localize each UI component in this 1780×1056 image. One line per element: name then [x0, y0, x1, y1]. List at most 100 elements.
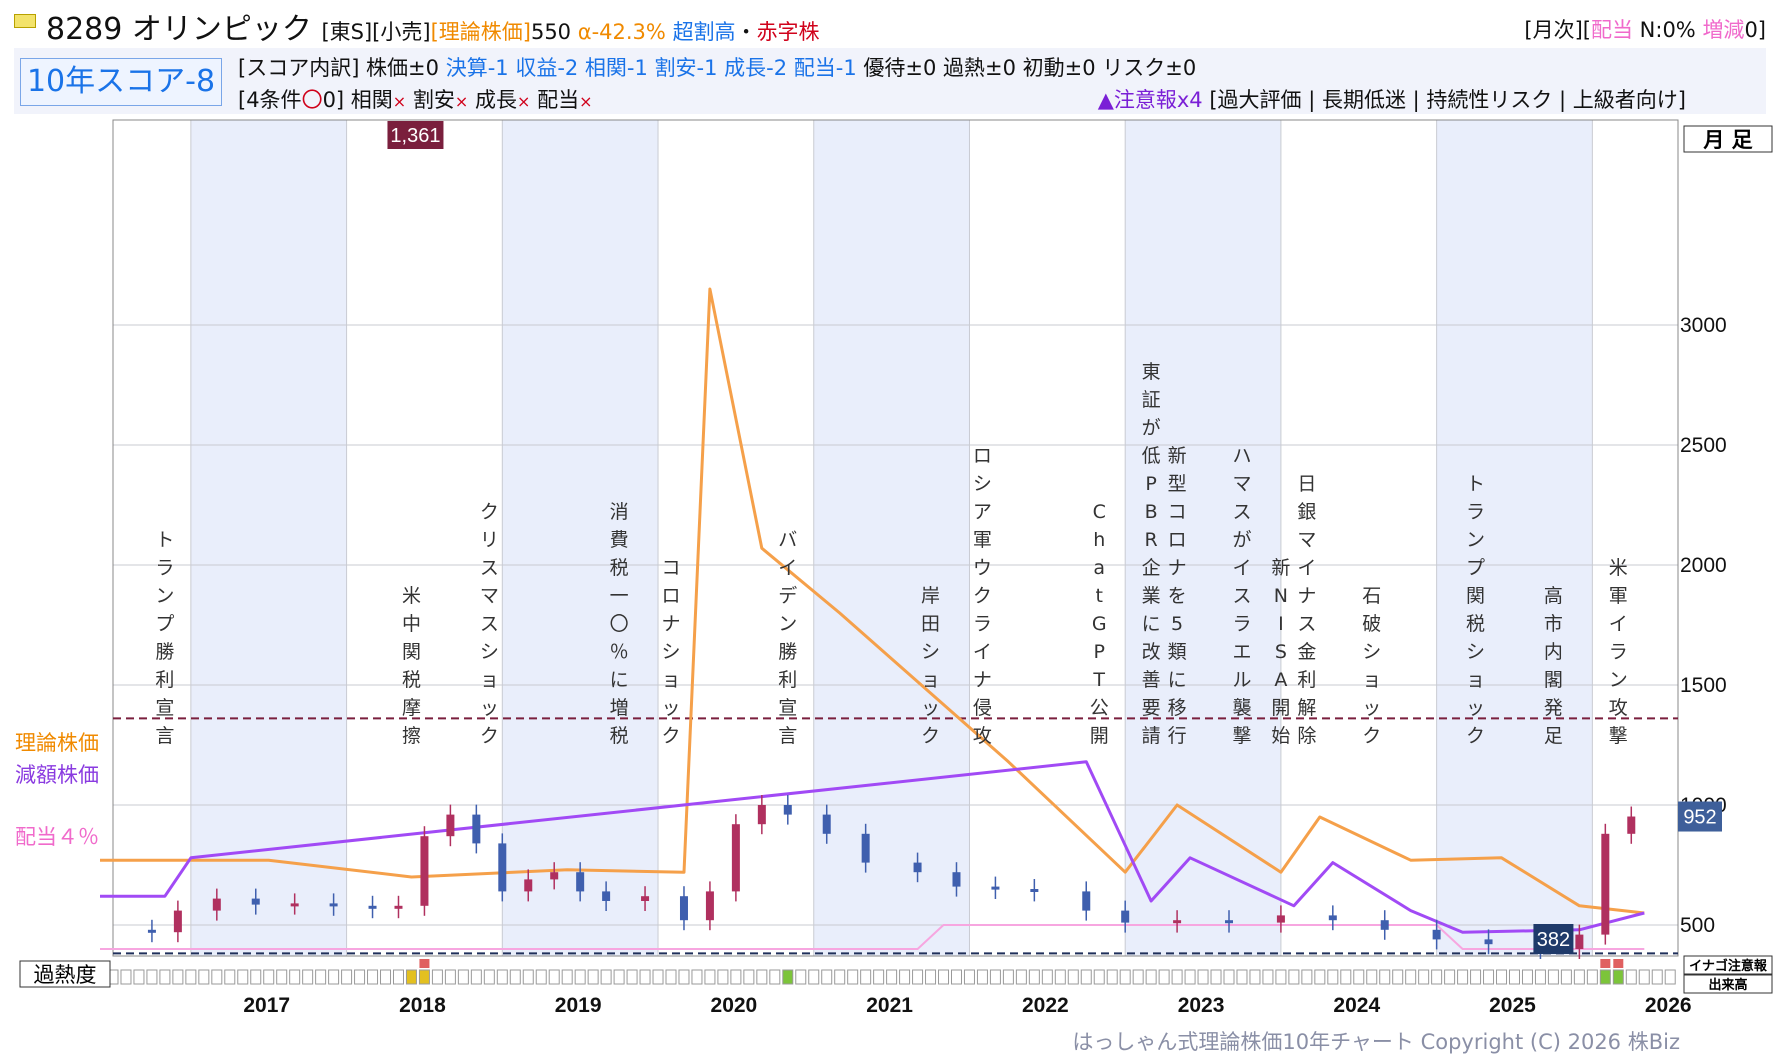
- overheat-cell: [418, 969, 430, 985]
- overheat-cell: [1508, 969, 1520, 985]
- condition-dividend: 配当: [537, 88, 580, 112]
- overheat-cell: [367, 969, 379, 985]
- year-band: [1125, 120, 1281, 956]
- cross-mark: ×: [454, 92, 469, 111]
- conditions-prefix: [4条件: [238, 88, 302, 112]
- overheat-cell: [444, 969, 456, 985]
- x-tick-label: 2018: [399, 994, 446, 1017]
- year-bands: [190, 120, 1593, 956]
- stock-name: オリンピック: [131, 12, 312, 47]
- y-tick-label: 500: [1680, 914, 1715, 937]
- volume-box: [1683, 974, 1773, 994]
- value-badges: 1,361 382 952: [387, 121, 1722, 954]
- overheat-cell: [1054, 969, 1066, 985]
- overheat-cell: [1379, 969, 1391, 985]
- year-band: [813, 120, 970, 956]
- overheat-cell: [224, 969, 236, 985]
- inago-cell: [419, 959, 430, 968]
- x-tick-label: 2019: [555, 994, 602, 1017]
- year-band: [1436, 120, 1593, 956]
- overheat-cell: [1560, 969, 1572, 985]
- inago-box: [1683, 955, 1773, 975]
- event-label: 日銀マイナス金利解除: [1297, 473, 1316, 747]
- event-label: 消費税一〇％に増税: [610, 501, 629, 747]
- overheat-cell: [172, 969, 184, 985]
- overheat-cell: [730, 969, 742, 985]
- breakdown-item: 優待±0 過熱±0 初動±0 リスク±0: [863, 56, 1197, 80]
- overheat-box: [19, 960, 111, 988]
- stock-title-row: 8289 オリンピック [東S][小売][理論株価]550 α-42.3% 超割…: [46, 4, 820, 48]
- candle-body: [731, 824, 740, 892]
- current-badge-label: 952: [1683, 807, 1716, 829]
- theory-label: [理論株価]: [430, 20, 531, 44]
- overheat-cell: [1158, 969, 1170, 985]
- x-tick-label: 2023: [1178, 994, 1225, 1017]
- flag-icon: [14, 14, 36, 28]
- overheat-cell: [1236, 969, 1248, 985]
- candle-body: [1627, 816, 1636, 834]
- condition-value: 割安: [412, 88, 455, 112]
- deficit-tag: 赤字株: [756, 20, 820, 44]
- ten-year-score: 10年スコア-8: [20, 58, 222, 106]
- theory-price-line: [100, 287, 1645, 915]
- stock-code: 8289: [46, 12, 123, 47]
- y-tick-label: 3000: [1680, 314, 1727, 337]
- overheat-cell: [1534, 969, 1546, 985]
- change-value: 0]: [1744, 18, 1766, 42]
- overheat-cell: [1145, 969, 1157, 985]
- candle-body: [952, 872, 961, 887]
- y-tick-label: 2000: [1680, 554, 1727, 577]
- overheat-cell: [548, 969, 560, 985]
- cross-mark: ×: [516, 92, 531, 111]
- overheat-cell: [1470, 969, 1482, 985]
- cross-mark: ×: [579, 92, 593, 111]
- inago-cell: [1600, 959, 1611, 968]
- series-lines: [100, 287, 1645, 950]
- overheat-cell: [561, 969, 573, 985]
- overheat-cell: [795, 969, 807, 985]
- overheat-cell: [1184, 969, 1196, 985]
- period-box[interactable]: [1683, 125, 1773, 153]
- candle-body: [147, 929, 156, 933]
- warning-tags: [過大評価 | 長期低迷 | 持続性リスク | 上級者向け]: [1202, 88, 1686, 112]
- candle-body: [1121, 910, 1130, 923]
- max-badge-label: 1,361: [390, 125, 440, 147]
- breakdown-item: [スコア内訳] 株価±0: [238, 56, 446, 80]
- candle-body: [757, 805, 766, 825]
- overheat-cell: [1586, 969, 1598, 985]
- candle-body: [420, 836, 429, 906]
- dividend-line: [100, 924, 1645, 950]
- year-band: [502, 120, 659, 956]
- overheat-cell: [678, 969, 690, 985]
- theory-line-label: 理論株価: [15, 731, 99, 755]
- candle-body: [822, 814, 831, 834]
- candle-body: [1380, 920, 1389, 930]
- overheat-cell: [925, 969, 937, 985]
- overheat-cell: [1625, 969, 1637, 985]
- event-label: バイデン勝利宣言: [778, 529, 797, 747]
- overheat-cell: [976, 969, 988, 985]
- candle-body: [524, 879, 533, 892]
- max-badge: [387, 121, 444, 149]
- score-panel: [14, 48, 1766, 114]
- breakdown-item: 決算-1 収益-2 相関-1 割安-1 成長-2 配当-1: [445, 56, 864, 80]
- overheat-cell: [1547, 969, 1559, 985]
- candle-body: [641, 896, 650, 901]
- copyright-footer: はっしゃん式理論株価10年チャート Copyright (C) 2026 株Bi…: [1072, 1030, 1680, 1054]
- overheat-cell: [302, 969, 314, 985]
- dividend-summary: [月次][配当 N:0% 増減0]: [1524, 14, 1766, 44]
- candle-body: [173, 910, 182, 933]
- overheat-cell: [1197, 969, 1209, 985]
- candle-body: [602, 891, 611, 901]
- overheat-cell: [1457, 969, 1469, 985]
- overheat-cell: [1080, 969, 1092, 985]
- overheat-cell: [639, 969, 651, 985]
- overheat-cell: [354, 969, 366, 985]
- candle-body: [1432, 929, 1441, 940]
- overheat-cell: [1093, 969, 1105, 985]
- x-tick-label: 2017: [243, 994, 290, 1017]
- candle-body: [705, 891, 714, 921]
- overheat-cell: [237, 969, 249, 985]
- overheat-cell: [834, 969, 846, 985]
- candle-body: [446, 814, 455, 837]
